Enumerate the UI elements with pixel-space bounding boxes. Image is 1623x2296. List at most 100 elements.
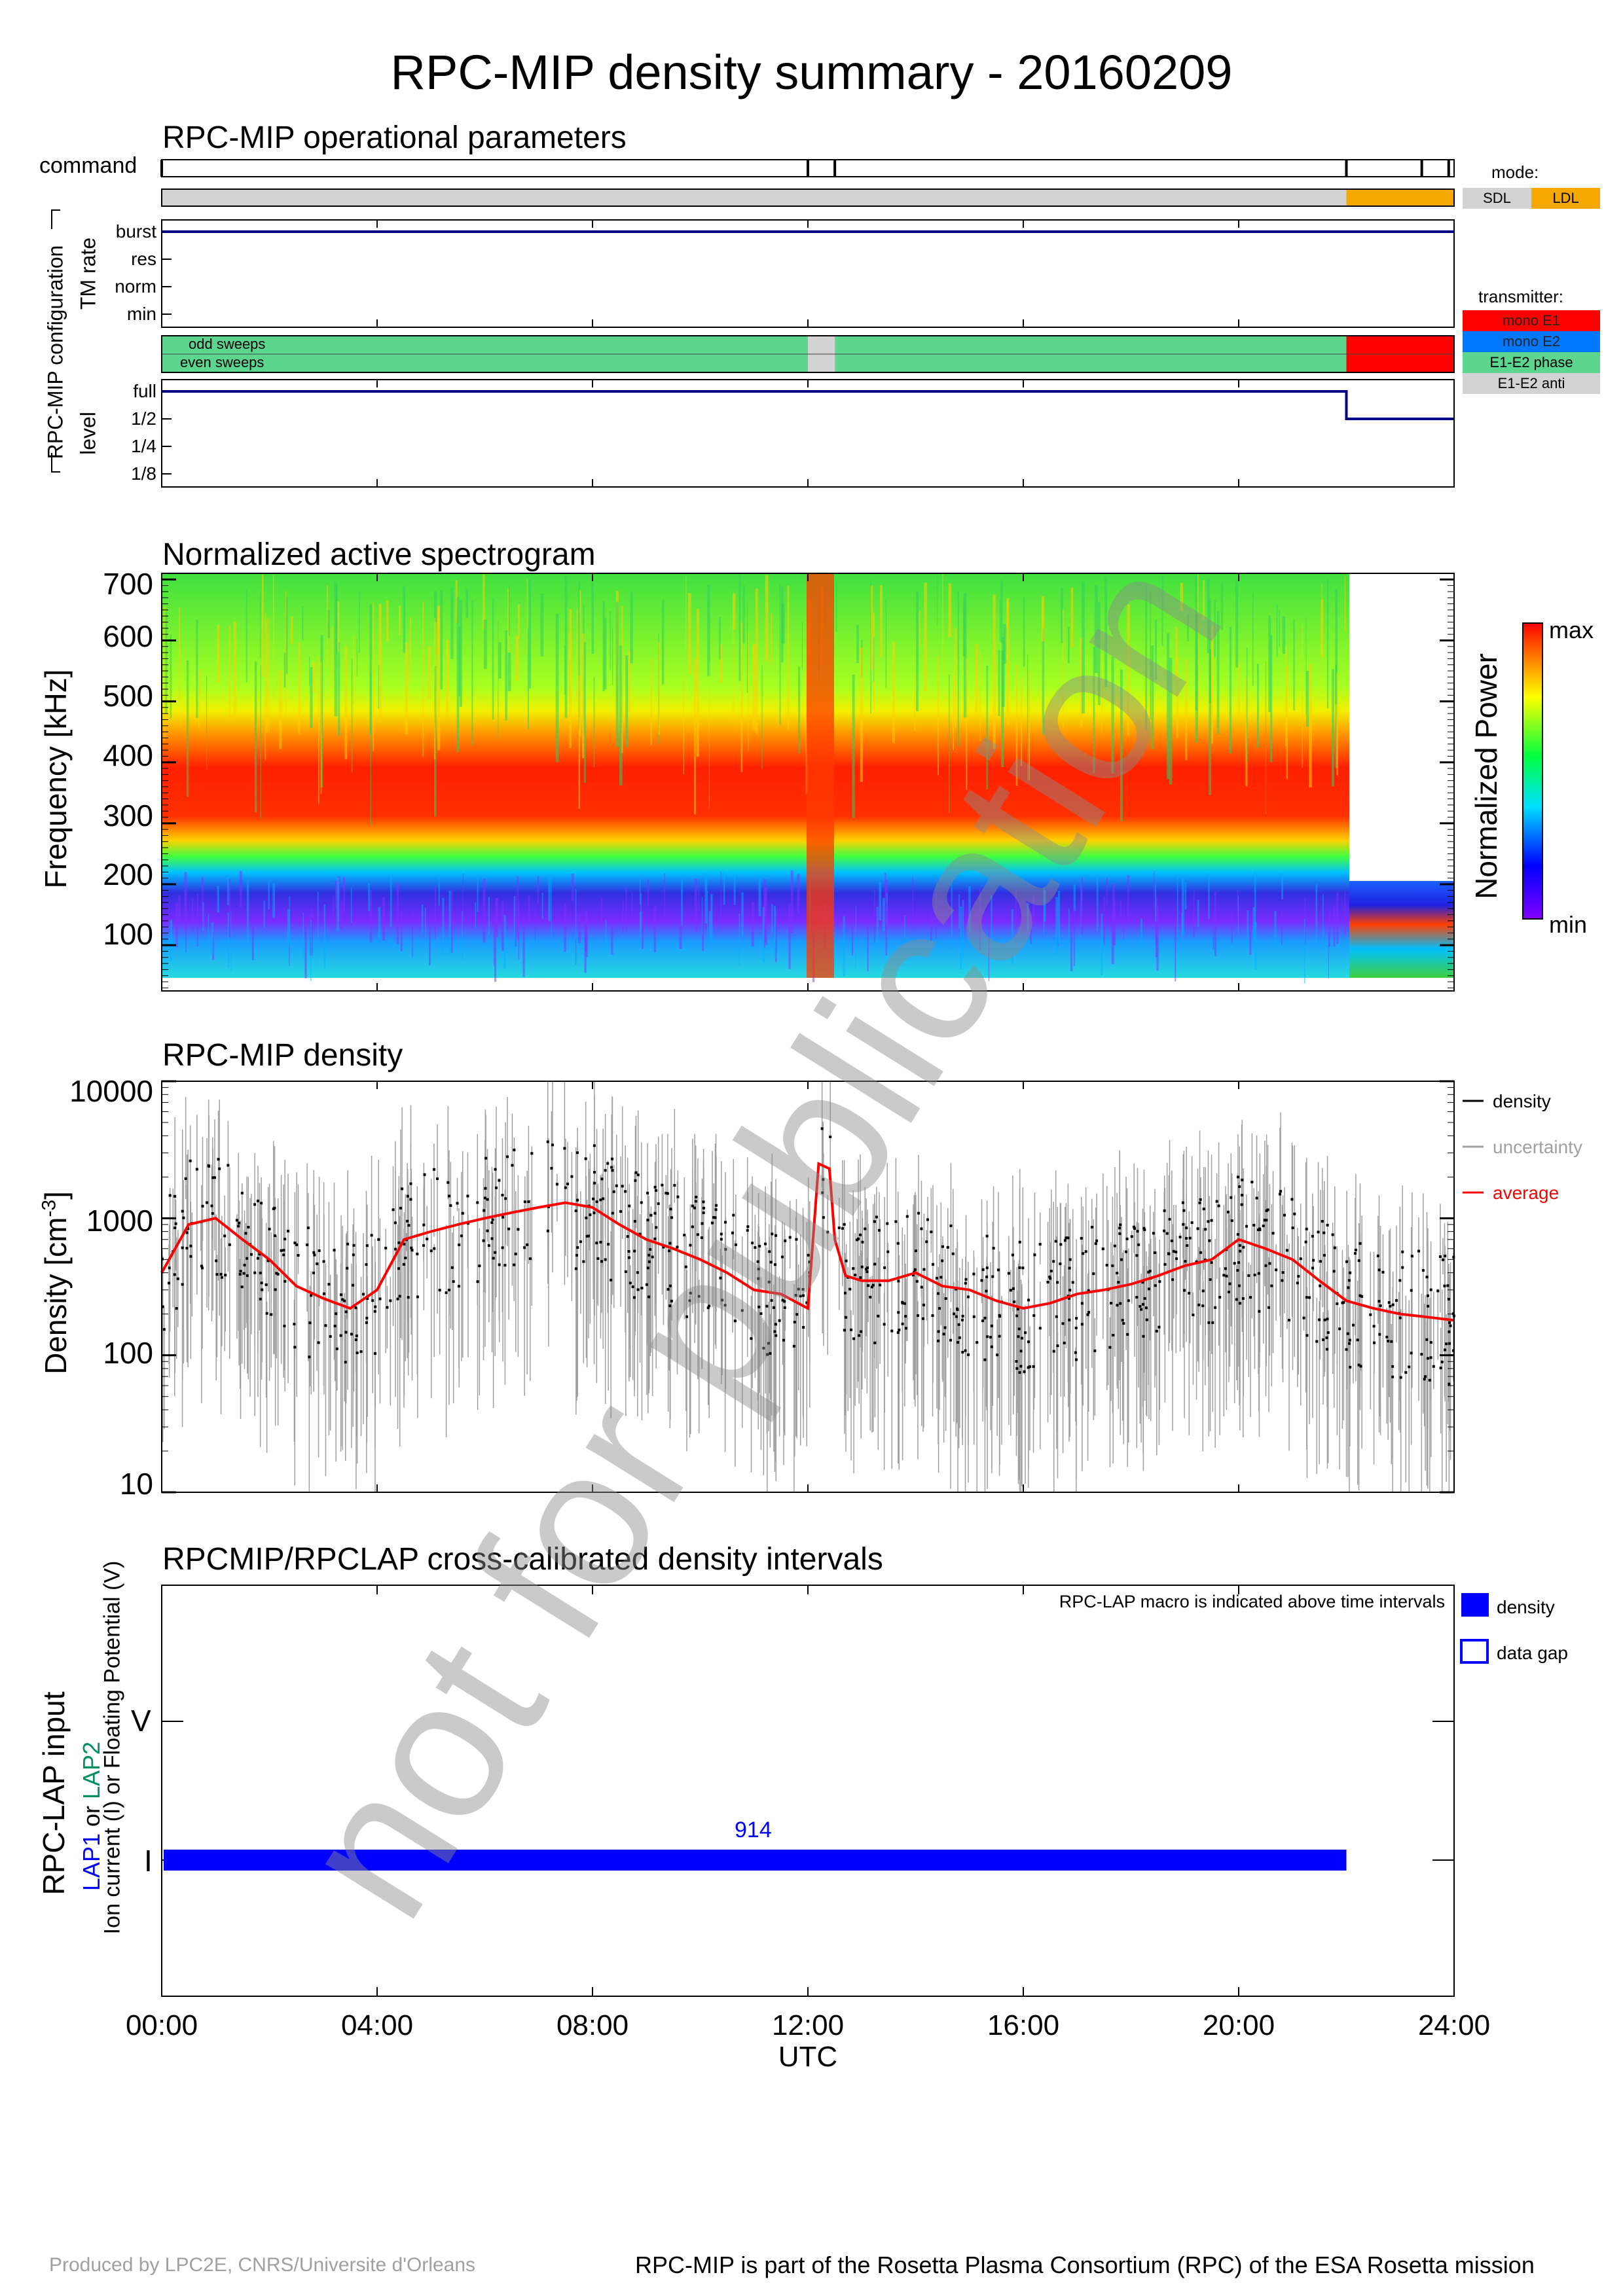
lap-legend-density-swatch xyxy=(1461,1593,1489,1617)
density-point xyxy=(1448,1330,1451,1333)
density-point xyxy=(1093,1349,1097,1352)
density-point xyxy=(879,1283,882,1287)
density-point xyxy=(646,1219,649,1222)
spectrogram-streak xyxy=(919,611,921,647)
density-point xyxy=(731,1231,734,1234)
spectrogram-streak xyxy=(1344,891,1346,935)
density-point xyxy=(243,1263,246,1266)
density-point xyxy=(282,1253,285,1257)
spectrogram-streak xyxy=(338,641,340,736)
density-point xyxy=(259,1271,262,1274)
density-point xyxy=(942,1333,945,1336)
density-point xyxy=(392,1208,395,1211)
density-point xyxy=(781,1299,784,1302)
spectrogram-streak xyxy=(951,908,953,950)
spectrogram-streak xyxy=(421,905,424,933)
density-point xyxy=(1445,1342,1448,1346)
spectrogram-streak xyxy=(217,624,220,683)
level-eighth: 1/8 xyxy=(131,463,156,484)
density-point xyxy=(647,1253,651,1257)
spectrogram-streak xyxy=(935,892,937,939)
density-point xyxy=(877,1314,880,1318)
spectrogram-streak xyxy=(860,647,863,782)
spectrogram-streak xyxy=(647,879,649,907)
density-point xyxy=(640,1201,643,1204)
tm-rate-panel xyxy=(161,219,1455,328)
density-point xyxy=(1410,1352,1413,1355)
density-point xyxy=(1448,1342,1451,1345)
density-point xyxy=(501,1193,504,1196)
density-point xyxy=(961,1351,964,1354)
density-point xyxy=(1349,1271,1352,1274)
spectrogram-streak xyxy=(1101,654,1103,734)
density-point xyxy=(992,1247,995,1250)
spectrogram-streak xyxy=(1006,598,1010,726)
density-point xyxy=(445,1291,448,1295)
density-point xyxy=(1304,1240,1307,1244)
density-point xyxy=(937,1339,940,1342)
spectrogram-streak xyxy=(653,906,657,952)
density-point xyxy=(397,1241,401,1244)
spectrogram-streak xyxy=(369,604,373,735)
spectrogram-streak xyxy=(412,911,413,958)
spectrogram-streak xyxy=(386,600,389,641)
spectrogram-streak xyxy=(679,921,682,949)
spectrogram-streak xyxy=(619,645,623,786)
density-point xyxy=(946,1246,949,1249)
density-point xyxy=(668,1304,672,1308)
density-point xyxy=(1167,1252,1171,1255)
density-point xyxy=(1241,1297,1245,1300)
lap-legend-density-label: density xyxy=(1497,1597,1555,1617)
spectrogram-streak xyxy=(1333,906,1336,947)
spectrogram-streak xyxy=(1193,890,1195,938)
tm-level-min: min xyxy=(126,304,156,324)
density-point xyxy=(1118,1232,1122,1235)
spectrogram-streak xyxy=(1336,892,1339,944)
spectrogram-streak xyxy=(1067,626,1070,664)
spectrogram-streak xyxy=(1208,873,1210,920)
density-point xyxy=(1438,1255,1442,1259)
spectrogram-streak xyxy=(179,607,180,700)
spectrogram-streak xyxy=(593,677,595,768)
spectrogram-streak xyxy=(739,913,740,965)
density-point xyxy=(720,1238,723,1241)
mode-legend-title: mode: xyxy=(1491,162,1539,182)
density-ytick-10: 10 xyxy=(119,1467,153,1501)
spectrogram-streak xyxy=(975,643,978,717)
density-point xyxy=(1408,1365,1411,1369)
density-point xyxy=(584,1157,587,1160)
spectrogram-streak xyxy=(382,897,385,941)
density-point xyxy=(1233,1262,1236,1265)
density-point xyxy=(189,1255,192,1258)
density-point xyxy=(837,1226,841,1229)
spectrogram-streak xyxy=(1093,647,1095,774)
density-point xyxy=(964,1349,967,1352)
density-point xyxy=(1349,1365,1352,1369)
spectrogram-streak xyxy=(1207,579,1210,654)
density-point xyxy=(1281,1271,1285,1274)
spectrogram-streak xyxy=(578,675,580,809)
density-point xyxy=(917,1211,920,1215)
density-point xyxy=(1046,1280,1049,1283)
density-point xyxy=(1198,1201,1201,1204)
density-point xyxy=(333,1325,337,1328)
spectrogram-streak xyxy=(681,879,683,927)
density-point xyxy=(324,1324,327,1327)
spectrogram-streak xyxy=(555,613,559,762)
spectrogram-streak xyxy=(615,601,619,747)
spectrogram-streak xyxy=(1111,656,1114,774)
density-point xyxy=(694,1200,697,1203)
density-point xyxy=(746,1225,750,1229)
density-point xyxy=(1105,1264,1108,1267)
spectrogram-streak xyxy=(268,616,270,732)
density-point xyxy=(775,1334,778,1337)
density-point xyxy=(308,1321,312,1325)
density-point xyxy=(371,1299,374,1302)
density-point xyxy=(629,1282,632,1285)
spectrogram-streak xyxy=(1249,922,1252,955)
density-point xyxy=(1381,1270,1385,1274)
spectrogram-streak xyxy=(437,605,441,751)
density-point xyxy=(904,1315,907,1318)
density-point xyxy=(274,1288,277,1291)
density-point xyxy=(579,1240,582,1244)
